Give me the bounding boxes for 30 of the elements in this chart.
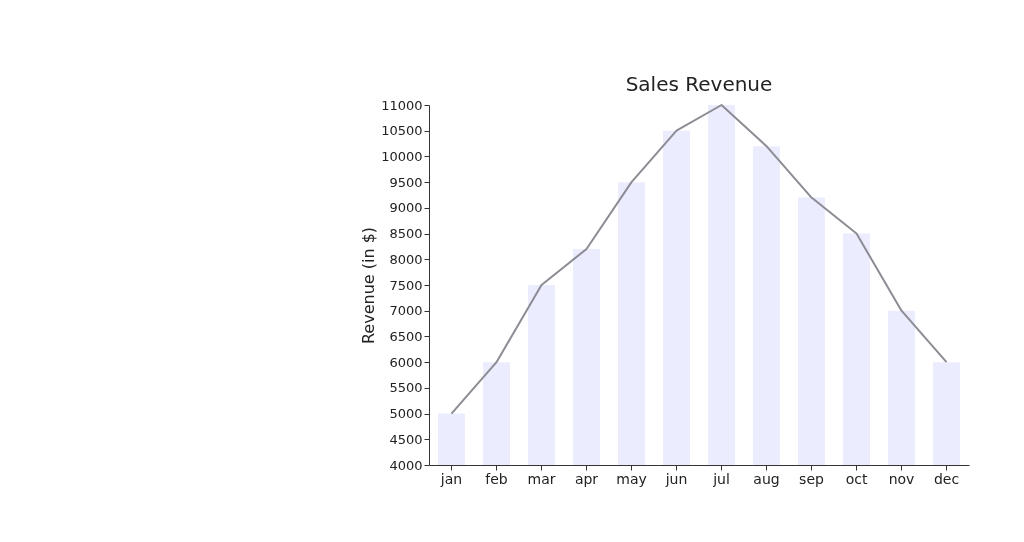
y-tick-label: 9000: [389, 200, 423, 216]
x-tick-label: mar: [527, 470, 556, 487]
x-tick-label: apr: [574, 470, 599, 487]
y-axis-title: Revenue (in $): [359, 226, 379, 345]
y-tick-label: 7500: [389, 277, 423, 293]
y-tick-label: 11000: [381, 97, 423, 113]
y-tick-label: 6000: [389, 354, 423, 370]
x-tick-label: jun: [664, 470, 688, 487]
x-tick-label: feb: [485, 470, 508, 487]
y-tick-label: 8500: [389, 226, 423, 242]
x-tick-label: dec: [933, 470, 960, 487]
y-tick-label: 4000: [389, 457, 423, 473]
chart-title: Sales Revenue: [625, 72, 773, 96]
x-tick-label: may: [616, 470, 647, 487]
y-tick-label: 6500: [389, 328, 423, 344]
x-tick-label: aug: [753, 470, 780, 487]
y-tick-label: 10500: [381, 123, 423, 139]
x-tick-label: jan: [439, 470, 463, 487]
x-tick-label: oct: [845, 470, 868, 487]
y-tick-label: 5000: [389, 406, 423, 422]
y-tick-label: 8000: [389, 251, 423, 267]
y-tick-label: 7000: [389, 303, 423, 319]
y-tick-label: 4500: [389, 431, 423, 447]
y-tick-label: 5500: [389, 380, 423, 396]
x-tick-label: sep: [799, 470, 825, 487]
y-tick-label: 10000: [381, 148, 423, 164]
x-tick-label: nov: [888, 470, 915, 487]
line-series: [450, 104, 948, 415]
x-tick-label: jul: [712, 470, 730, 487]
y-tick-label: 9500: [389, 174, 423, 190]
